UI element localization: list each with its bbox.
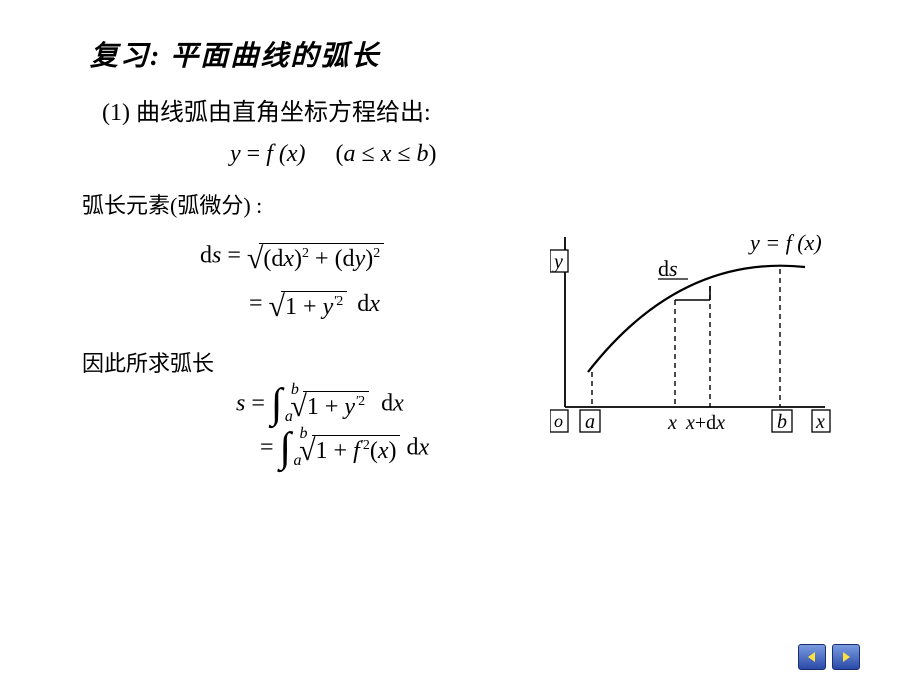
dom-close: ): [429, 141, 437, 167]
ds1-dx-open: (d: [263, 246, 283, 272]
int2-f: f: [353, 438, 360, 464]
ds1-eq: =: [227, 243, 241, 269]
eq-eq: =: [247, 141, 261, 167]
int1-dxd: d: [381, 391, 393, 417]
int2-xclose: ): [388, 438, 396, 464]
ds1-plus: +: [315, 246, 329, 272]
xdx-tick-label: x+dx: [685, 412, 725, 434]
int2-dxx: x: [418, 435, 429, 461]
subtitle-prefix: (1): [102, 100, 136, 126]
subtitle: (1) 曲线弧由直角坐标方程给出:: [102, 92, 920, 127]
dom-leq2: ≤: [397, 141, 410, 167]
page-title: 复习: 平面曲线的弧长: [90, 34, 920, 74]
sqrt-4: √ 1 + f′2(x): [299, 432, 400, 466]
sqrt-3: √ 1 + y′2: [290, 388, 369, 422]
int1-plus: +: [325, 394, 339, 420]
next-button[interactable]: [832, 644, 860, 670]
ds2-dxx: x: [369, 291, 380, 317]
prev-icon: [805, 650, 819, 664]
next-icon: [839, 650, 853, 664]
ds2-dxd: d: [357, 291, 369, 317]
dom-var: x: [381, 141, 392, 167]
integral-sign-2: ∫ b a: [280, 432, 292, 466]
nav-buttons: [798, 644, 860, 670]
b-label: b: [777, 411, 787, 433]
dom-open: (: [336, 141, 344, 167]
ds1-dy-open: (d: [335, 246, 355, 272]
curve: [588, 266, 805, 372]
ds1-sq1: 2: [302, 246, 309, 261]
ds2-one: 1: [285, 294, 297, 320]
int2-xopen: (: [370, 438, 378, 464]
int1-s: s: [236, 391, 245, 417]
arc-element-label: 弧长元素(弧微分) :: [82, 188, 920, 220]
curve-label: y = f (x): [748, 232, 822, 255]
a-label: a: [585, 411, 595, 433]
sqrt-2: √ 1 + y′2: [269, 288, 348, 322]
int2-x: x: [378, 438, 389, 464]
int2-plus: +: [334, 438, 348, 464]
int2-one: 1: [316, 438, 328, 464]
ds1-d: d: [200, 243, 212, 269]
eq-rhs: f (x): [266, 141, 305, 167]
arc-diagram: y = f (x) y x o ds: [550, 232, 850, 452]
dom-leq1: ≤: [362, 141, 375, 167]
ds2-plus: +: [303, 294, 317, 320]
ds2-eq: =: [249, 291, 263, 317]
int1-dxx: x: [393, 391, 404, 417]
prev-button[interactable]: [798, 644, 826, 670]
int1-one: 1: [307, 394, 319, 420]
ds1-sq2: 2: [373, 246, 380, 261]
int1-sq: 2: [358, 394, 365, 409]
ds2-y: y: [323, 294, 334, 320]
equation-cartesian: y = f (x) (a ≤ x ≤ b): [230, 141, 920, 168]
integral-sign-1: ∫ b a: [271, 388, 283, 422]
int1-y: y: [344, 394, 355, 420]
int2-sq: 2: [363, 438, 370, 453]
ds1-close1: ): [294, 246, 302, 272]
dom-high: b: [417, 141, 429, 167]
dom-low: a: [344, 141, 356, 167]
sqrt-1: √ (dx)2 + (dy)2: [247, 240, 384, 274]
x-axis-label: x: [815, 411, 825, 433]
int2-eq: =: [260, 435, 274, 461]
eq-lhs: y: [230, 141, 241, 167]
origin-label: o: [554, 411, 563, 431]
y-axis-label: y: [552, 251, 563, 273]
ds2-sq: 2: [336, 294, 343, 309]
ds1-s: s: [212, 243, 221, 269]
ds1-y: y: [355, 246, 366, 272]
ds-label: ds: [658, 256, 678, 281]
int1-eq: =: [251, 391, 265, 417]
int2-dxd: d: [406, 435, 418, 461]
subtitle-text: 曲线弧由直角坐标方程给出:: [136, 100, 431, 126]
x-tick-label: x: [667, 412, 677, 434]
ds1-x: x: [283, 246, 294, 272]
